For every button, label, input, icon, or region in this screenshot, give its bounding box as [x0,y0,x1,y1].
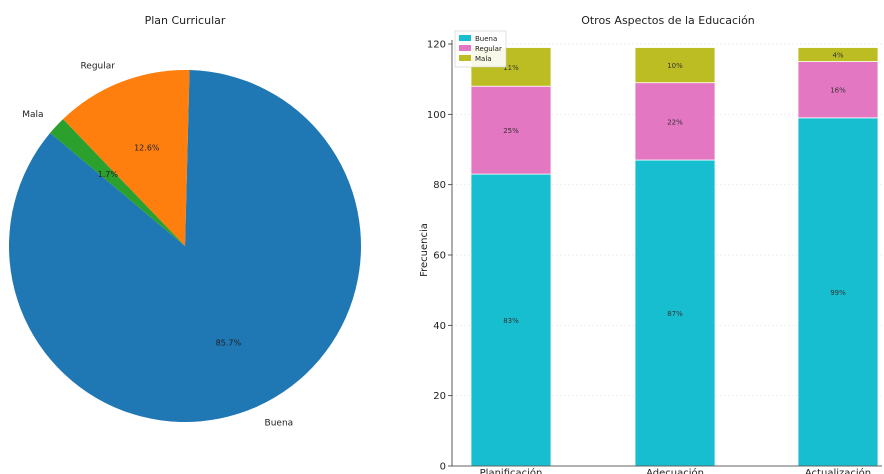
bar-value-label: 10% [667,62,683,70]
y-tick-label: 120 [427,40,446,51]
pie-label-regular: Regular [80,62,115,72]
y-tick-label: 60 [433,251,446,262]
pie-slice-mala [50,119,185,246]
x-tick-label: Actualización [805,467,871,474]
pie-label-buena: Buena [265,419,294,429]
bar-value-label: 83% [503,317,519,325]
pie-slice-regular [63,70,190,246]
pie-chart-title: Plan Curricular [145,14,226,27]
bar-value-label: 4% [832,52,843,60]
legend-swatch-mala [459,55,471,61]
pie-slices [8,70,361,422]
y-tick-label: 20 [433,391,446,402]
legend-swatch-buena [459,35,471,41]
bar-mala-3 [797,47,879,62]
bar-value-label: 16% [830,87,846,95]
bar-chart-title: Otros Aspectos de la Educación [581,14,755,27]
x-tick-label: Adecuación [646,467,704,474]
bar-value-label: 22% [667,118,683,126]
bar-value-label: 11% [503,64,519,72]
pie-pct-label-mala: 1.7% [98,170,119,179]
bar-chart-ylabel: Frecuencia [419,223,430,277]
bar-value-label: 99% [830,289,846,297]
pie-slice-buena [8,70,361,422]
x-tick-label: Planificación [480,467,543,474]
bar-regular-3 [797,61,879,119]
bar-rects: 83% 25% 11% 87% 22% 10% 99% 16% 4% [470,47,879,467]
legend-label-regular: Regular [475,45,502,53]
legend-swatch-regular [459,45,471,51]
pie-pct-label-buena: 85.7% [216,338,242,347]
pie-label-mala: Mala [22,110,43,120]
legend-label-mala: Mala [475,55,492,63]
bar-buena-1 [470,173,552,467]
bar-value-label: 87% [667,310,683,318]
pie-chart: Plan Curricular Buena 85.7% Regular 12.6% Ma… [8,14,361,429]
bar-value-label: 25% [503,127,519,135]
bar-legend: Buena Regular Mala [454,30,507,68]
y-tick-label: 80 [433,180,446,191]
y-tick-label: 100 [427,110,446,121]
bar-chart: Otros Aspectos de la Educación 83% 25% 11%… [419,14,882,474]
bar-buena-3 [797,117,879,467]
pie-pct-label-regular: 12.6% [134,144,160,153]
legend-label-buena: Buena [475,35,497,43]
y-tick-label: 0 [440,462,446,473]
bar-mala-2 [634,47,716,84]
pie-labels: Buena 85.7% Regular 12.6% Mala 1.7% [22,62,293,429]
bar-regular-2 [634,82,716,161]
y-tick-label: 40 [433,321,446,332]
bar-axes: 0 20 40 60 80 100 120 Planificación Adecuación Ac… [427,40,882,474]
